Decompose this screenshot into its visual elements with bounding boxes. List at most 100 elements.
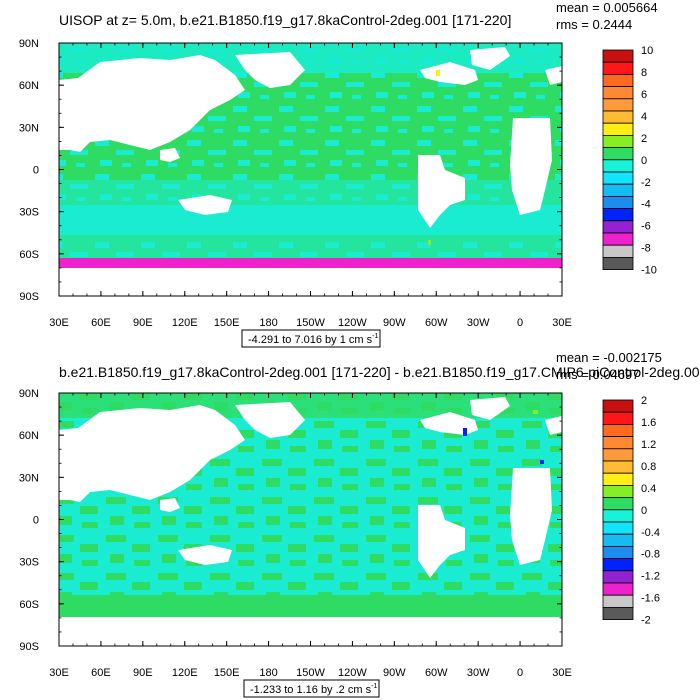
colorbar-label: 2 [641, 395, 647, 407]
x-tick-label: 30E [49, 667, 69, 679]
colorbar-label: 10 [641, 45, 653, 57]
panel-top: UISOP at z= 5.0m, b.e21.B1850.f19_g17.8k… [19, 0, 658, 348]
y-tick-label: 90N [19, 38, 39, 50]
colorbar-box [602, 98, 634, 112]
x-tick-label: 120E [172, 317, 198, 329]
colorbar-box [602, 399, 634, 413]
colorbar-box [602, 460, 634, 474]
x-tick-label: 60E [91, 317, 111, 329]
colorbar-box [602, 147, 634, 161]
y-tick-label: 0 [33, 515, 39, 527]
colorbar-box [602, 521, 634, 535]
colorbar-box [602, 509, 634, 523]
colorbar-label: 4 [641, 111, 647, 123]
x-tick-label: 120W [338, 667, 367, 679]
y-tick-label: 30S [19, 207, 39, 219]
colorbar-box [602, 74, 634, 88]
x-tick-label: 60W [425, 317, 448, 329]
colorbar-box [602, 472, 634, 486]
y-tick-label: 90N [19, 388, 39, 400]
x-tick-label: 150E [214, 317, 240, 329]
colorbar-box [602, 49, 634, 63]
colorbar-label: -2 [641, 177, 651, 189]
map-field [59, 43, 562, 296]
axes: 30E 60E 90E 120E 150E 180 150W 120W 90W 60W 30W 0 30… [19, 388, 572, 679]
colorbar-label: 8 [641, 67, 647, 79]
colorbar-label: 6 [641, 89, 647, 101]
x-tick-label: 90W [383, 667, 406, 679]
rms-value: rms = 0.2444 [556, 17, 632, 32]
y-tick-label: 30S [19, 557, 39, 569]
x-tick-label: 30W [467, 317, 490, 329]
y-tick-label: 30N [19, 472, 39, 484]
colorbar-box [602, 484, 634, 498]
colorbar-box [602, 159, 634, 173]
x-tick-label: 60W [425, 667, 448, 679]
x-tick-label: 180 [259, 667, 277, 679]
x-tick-label: 120E [172, 667, 198, 679]
colorbar-box [602, 533, 634, 547]
colorbar-box [602, 122, 634, 136]
x-tick-label: 30E [552, 317, 572, 329]
colorbar-box [602, 607, 634, 621]
x-tick-label: 150W [296, 317, 325, 329]
colorbar-label: 0.4 [641, 483, 656, 495]
x-tick-label: 30E [49, 317, 69, 329]
y-tick-label: 60S [19, 599, 39, 611]
x-tick-label: 30E [552, 667, 572, 679]
x-tick-label: 180 [259, 317, 277, 329]
axes: 30E 60E 90E 120E 150E 180 150W 120W 90W 60W 30W 0 30… [19, 38, 572, 329]
colorbar-box [602, 411, 634, 425]
colorbar-box [602, 558, 634, 572]
colorbar-label: 2 [641, 133, 647, 145]
range-unit-superscript: -1 [371, 683, 377, 690]
colorbar-label: 0.8 [641, 461, 656, 473]
colorbar: 10 8 6 4 2 0 -2 -4 -6 -8 -10 [602, 45, 657, 277]
colorbar-box [602, 195, 634, 209]
y-tick-label: 60N [19, 430, 39, 442]
colorbar-label: 1.2 [641, 439, 656, 451]
panel-title: b.e21.B1850.f19_g17.8kaControl-2deg.001 … [59, 364, 700, 380]
colorbar-label: -4 [641, 199, 651, 211]
y-tick-label: 0 [33, 165, 39, 177]
mean-value: mean = 0.005664 [556, 0, 658, 15]
x-tick-label: 90E [133, 667, 153, 679]
y-tick-label: 60S [19, 249, 39, 261]
y-tick-label: 30N [19, 122, 39, 134]
colorbar-box [602, 594, 634, 608]
colorbar-label: -1.6 [641, 593, 660, 605]
x-tick-label: 90W [383, 317, 406, 329]
colorbar-box [602, 171, 634, 185]
rms-value: rms = 0.04697 [556, 367, 639, 382]
mean-value: mean = -0.002175 [556, 350, 662, 365]
svg-text:-1.233 to 1.16 by .2 cm s-1: -1.233 to 1.16 by .2 cm s-1 [250, 683, 377, 696]
colorbar-box [602, 256, 634, 270]
colorbar: 2 1.6 1.2 0.8 0.4 0 -0.4 -0.8 -1.2 -1.6 -2 [602, 395, 660, 627]
y-tick-label: 60N [19, 80, 39, 92]
x-tick-label: 0 [517, 317, 523, 329]
range-box: -1.233 to 1.16 by .2 cm s-1 [243, 679, 380, 698]
colorbar-box [602, 436, 634, 450]
x-tick-label: 30W [467, 667, 490, 679]
colorbar-box [602, 220, 634, 234]
colorbar-label: -2 [641, 615, 651, 627]
colorbar-box [602, 423, 634, 437]
colorbar-box [602, 570, 634, 584]
panel-bottom: b.e21.B1850.f19_g17.8kaControl-2deg.001 … [19, 350, 700, 698]
range-box: -4.291 to 7.016 by 1 cm s-1 [241, 329, 381, 348]
x-tick-label: 150W [296, 667, 325, 679]
x-tick-label: 90E [133, 317, 153, 329]
colorbar-label: -6 [641, 221, 651, 233]
colorbar-box [602, 134, 634, 148]
colorbar-box [602, 232, 634, 246]
colorbar-box [602, 110, 634, 124]
range-label: -4.291 to 7.016 by 1 cm s [248, 334, 373, 346]
colorbar-box [602, 448, 634, 462]
y-tick-label: 90S [19, 291, 39, 303]
range-label: -1.233 to 1.16 by .2 cm s [250, 684, 372, 696]
colorbar-box [602, 497, 634, 511]
colorbar-label: 1.6 [641, 417, 656, 429]
colorbar-box [602, 183, 634, 197]
colorbar-label: -0.4 [641, 527, 660, 539]
